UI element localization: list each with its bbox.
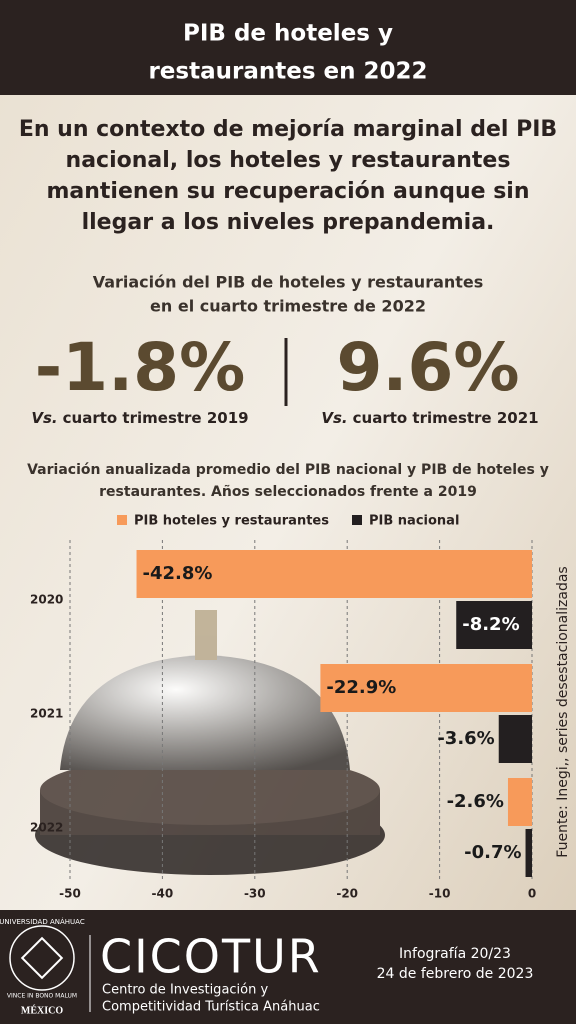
title: PIB de hoteles y <box>183 21 393 47</box>
value-label: -0.7% <box>464 842 521 863</box>
kpi-caption-text: cuarto trimestre 2019 <box>63 409 249 427</box>
x-tick-label: 0 <box>528 887 536 901</box>
kpi-caption: Vs. cuarto trimestre 2019 <box>31 409 248 427</box>
value-label: -22.9% <box>326 677 396 698</box>
logo-text: VINCE IN BONO MALUM <box>7 993 77 1000</box>
value-label: -42.8% <box>143 563 213 584</box>
kpi-prefix: Vs. <box>321 409 347 427</box>
title: restaurantes en 2022 <box>148 59 427 85</box>
header-band <box>0 0 576 95</box>
brand: CICOTUR <box>100 930 322 984</box>
legend-label: PIB nacional <box>369 514 459 529</box>
footer-band <box>0 910 576 1024</box>
date: 24 de febrero de 2023 <box>377 966 534 982</box>
y-tick-label: 2021 <box>30 707 63 721</box>
chart-title: restaurantes. Años seleccionados frente … <box>99 484 477 500</box>
legend-label: PIB hoteles y restaurantes <box>134 514 329 529</box>
x-tick-label: -10 <box>429 887 451 901</box>
bar <box>507 778 532 826</box>
x-tick-label: -50 <box>59 887 81 901</box>
bar <box>320 664 532 712</box>
kpi-caption: Vs. cuarto trimestre 2021 <box>321 409 538 427</box>
chart-title: Variación anualizada promedio del PIB na… <box>27 462 549 478</box>
headline: nacional, los hoteles y restaurantes <box>66 148 511 173</box>
x-tick-label: -30 <box>244 887 266 901</box>
kpi-value: 9.6% <box>336 329 519 406</box>
legend-swatch <box>352 515 362 525</box>
headline: En un contexto de mejoría marginal del P… <box>19 117 557 142</box>
value-label: -8.2% <box>462 614 519 635</box>
bar <box>525 829 532 877</box>
logo-text: UNIVERSIDAD ANÁHUAC <box>0 917 85 926</box>
kpi-subtitle: en el cuarto trimestre de 2022 <box>150 297 426 316</box>
bar <box>456 601 532 649</box>
bell-photo <box>35 610 385 875</box>
headline: mantienen su recuperación aunque sin <box>46 179 529 204</box>
bar <box>498 715 532 763</box>
headline: llegar a los niveles prepandemia. <box>82 210 495 235</box>
x-tick-label: -40 <box>152 887 174 901</box>
value-label: -2.6% <box>447 791 504 812</box>
brand-line: Competitividad Turística Anáhuac <box>102 1000 320 1015</box>
value-label: -3.6% <box>437 728 494 749</box>
legend-swatch <box>117 515 127 525</box>
y-tick-label: 2022 <box>30 821 63 835</box>
brand-line: Centro de Investigación y <box>102 983 268 998</box>
kpi-caption-text: cuarto trimestre 2021 <box>353 409 539 427</box>
kpi-prefix: Vs. <box>31 409 57 427</box>
university-logo: UNIVERSIDAD ANÁHUAC VINCE IN BONO MALUM … <box>0 917 85 1016</box>
kpi-value: -1.8% <box>35 329 245 406</box>
x-tick-label: -20 <box>336 887 358 901</box>
source-note: Fuente: Inegi,, series desestacionalizad… <box>555 566 571 857</box>
bar-chart: -50 -40 -30 -20 -10 0 PIB hoteles y restaurant… <box>30 514 536 901</box>
logo-text: MÉXICO <box>21 1004 63 1016</box>
kpi-subtitle: Variación del PIB de hoteles y restauran… <box>93 273 484 292</box>
issue: Infografía 20/23 <box>399 946 511 962</box>
y-tick-label: 2020 <box>30 593 63 607</box>
bar <box>136 550 532 598</box>
